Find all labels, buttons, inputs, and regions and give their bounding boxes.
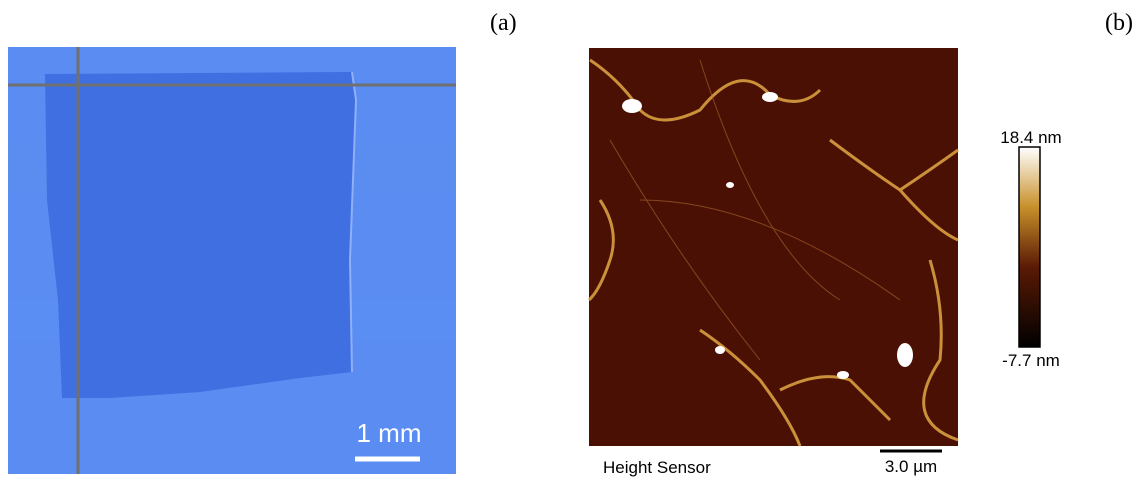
scale-bar-label: 3.0 µm — [885, 457, 937, 476]
afm-image — [589, 48, 958, 446]
scale-bar-label: 1 mm — [357, 418, 422, 448]
colorbar-min: -7.7 nm — [1002, 351, 1060, 370]
panel-label: (b) — [1105, 10, 1133, 36]
colorbar — [1019, 147, 1040, 347]
caption: Height Sensor — [603, 458, 711, 477]
panel-label: (a) — [490, 10, 517, 36]
colorbar-max: 18.4 nm — [1000, 128, 1061, 147]
optical-image — [8, 47, 456, 474]
figure: 1 mm (a) 18.4 nm -7.7 nm Height — [0, 0, 1145, 482]
